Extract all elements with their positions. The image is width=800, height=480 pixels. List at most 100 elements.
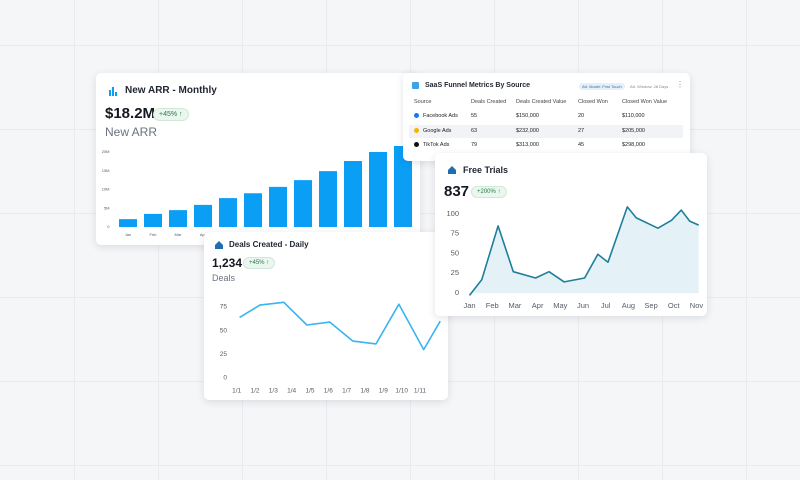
chart: 0 5M 10M 15M 20M Jan Feb Mar Apr <box>102 146 412 237</box>
y-tick-label: 0 <box>455 288 459 297</box>
x-tick-label: 1/7 <box>342 388 351 395</box>
kpi-value: 837 <box>444 183 470 200</box>
x-tick-label: 1/11 <box>414 388 427 395</box>
x-tick-label: May <box>553 301 567 310</box>
chart: 0 25 50 75 100 Jan Feb Mar Apr May Jun Jul Aug Sep Oct… <box>446 206 704 310</box>
table-cell: $205,000 <box>622 127 645 134</box>
x-tick-label: Aug <box>622 301 635 310</box>
menu-button[interactable]: ⋮ <box>676 80 684 89</box>
x-tick-label: Jan <box>125 232 131 237</box>
kpi-subtitle: New ARR <box>105 125 158 139</box>
x-tick-label: Feb <box>486 301 499 310</box>
card-title: New ARR - Monthly <box>125 85 217 96</box>
chart-icon <box>109 87 117 96</box>
y-tick-label: 5M <box>104 205 110 210</box>
kpi-subtitle: Deals <box>212 273 236 283</box>
filter-badge[interactable]: Att. Window: 28 Days <box>630 84 669 89</box>
table-cell: 45 <box>578 142 585 148</box>
table-title: SaaS Funnel Metrics By Source <box>425 82 531 89</box>
y-tick-label: 10M <box>102 187 110 192</box>
table-cell: $110,000 <box>622 113 645 119</box>
table-cell: 27 <box>578 127 585 134</box>
line <box>468 206 700 296</box>
x-tick-label: Mar <box>508 301 521 310</box>
x-tick-label: Apr <box>200 232 207 237</box>
x-tick-label: Jul <box>601 301 611 310</box>
plot: 0 25 50 75 100 Jan Feb Mar Apr May Jun Jul Aug Sep Oct… <box>446 206 704 310</box>
x-tick-label: 1/10 <box>395 388 408 395</box>
y-tick-label: 75 <box>220 304 228 311</box>
card-title: Deals Created - Daily <box>229 240 309 249</box>
table-cell: Google Ads <box>423 127 452 134</box>
source-icon <box>414 142 419 147</box>
x-tick-label: Nov <box>690 301 704 310</box>
column-header: Closed Won Value <box>622 99 668 105</box>
column-header: Deals Created Value <box>516 99 567 105</box>
y-tick-label: 0 <box>107 224 110 229</box>
bar <box>369 152 387 227</box>
plot: 0 25 50 75 1/1 1/2 1/3 1/4 1/5 1/6 1/7 1/8 1/9 1/10 1/… <box>220 301 441 395</box>
line <box>239 301 441 351</box>
bar <box>319 171 337 227</box>
table-cell: $313,000 <box>516 142 539 148</box>
card-title: Free Trials <box>463 165 509 175</box>
table-cell: 20 <box>578 113 585 119</box>
y-tick-label: 0 <box>223 375 227 382</box>
table-cell: $150,000 <box>516 113 539 119</box>
card-icon <box>448 166 456 174</box>
x-tick-label: Sep <box>644 301 657 310</box>
y-tick-label: 25 <box>451 268 459 277</box>
bar <box>219 198 237 227</box>
x-tick-label: Feb <box>150 232 158 237</box>
deals-card: Deals Created - Daily 1,234 +45% ↑ Deals… <box>204 232 448 400</box>
y-tick-label: 75 <box>451 229 459 238</box>
x-tick-label: 1/4 <box>287 388 296 395</box>
x-tick-label: 1/1 <box>232 388 241 395</box>
x-tick-label: 1/2 <box>250 388 259 395</box>
table-cell: 63 <box>471 127 478 134</box>
row-highlight <box>409 125 683 138</box>
area <box>469 206 699 296</box>
kpi-badge: +200% ↑ <box>471 186 507 198</box>
x-tick-label: Apr <box>532 301 544 310</box>
y-tick-label: 20M <box>102 149 110 154</box>
filter-badge[interactable]: Att. Model: First Touch <box>579 83 625 90</box>
column-header: Deals Created <box>471 99 507 105</box>
table-cell: $298,000 <box>622 142 645 148</box>
source-icon <box>414 127 419 133</box>
column-header: Closed Won <box>578 99 608 105</box>
bar <box>119 219 137 227</box>
table-cell: 79 <box>471 142 478 148</box>
bar <box>169 210 187 227</box>
y-tick-label: 50 <box>220 327 228 334</box>
table-cell: TikTok Ads <box>423 142 450 148</box>
kpi-value: $18.2M <box>105 105 156 122</box>
x-tick-label: 1/6 <box>324 388 333 395</box>
bar <box>344 161 362 227</box>
table-cell: $232,000 <box>516 127 539 134</box>
card-icon <box>215 241 223 249</box>
table-card: SaaS Funnel Metrics By Source Att. Model… <box>403 73 690 161</box>
bar <box>194 204 212 227</box>
y-tick-label: 15M <box>102 168 110 173</box>
column-header: Source <box>414 99 432 105</box>
plot: 0 5M 10M 15M 20M Jan Feb Mar Apr <box>102 146 412 237</box>
bar <box>144 213 162 227</box>
kpi-value: 1,234 <box>212 256 243 270</box>
chart: 0 25 50 75 1/1 1/2 1/3 1/4 1/5 1/6 1/7 1/8 1/9 1/10 1/… <box>220 301 441 395</box>
x-tick-label: 1/8 <box>360 388 369 395</box>
arr-card: New ARR - Monthly $18.2M +45% ↑ New ARR … <box>96 73 420 245</box>
x-tick-label: Mar <box>175 232 183 237</box>
x-tick-label: Jun <box>577 301 589 310</box>
y-tick-label: 50 <box>451 248 459 257</box>
kpi-badge: +45% ↑ <box>243 257 276 269</box>
y-tick-label: 25 <box>220 351 228 358</box>
bar <box>244 193 262 227</box>
bar <box>394 146 412 227</box>
x-tick-label: 1/5 <box>305 388 314 395</box>
bar <box>294 180 312 227</box>
y-tick-label: 100 <box>446 209 459 218</box>
kpi-badge: +45% ↑ <box>153 108 189 121</box>
x-tick-label: 1/3 <box>269 388 278 395</box>
